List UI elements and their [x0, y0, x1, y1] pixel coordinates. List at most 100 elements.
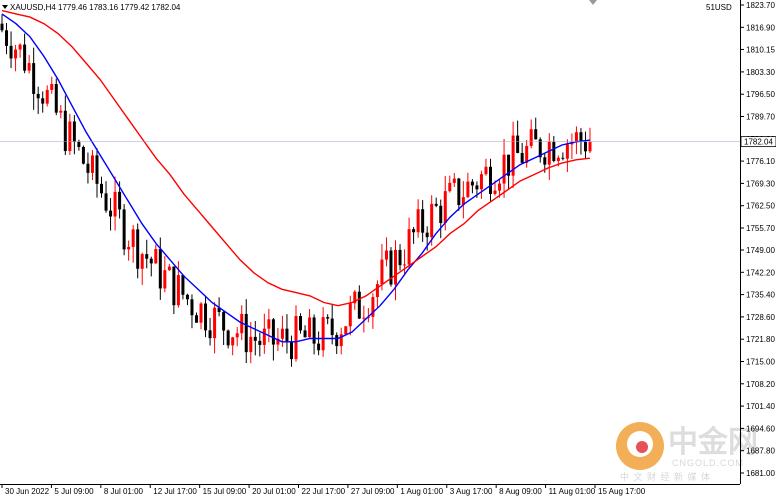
candle-body	[285, 328, 289, 342]
candle-body	[294, 316, 298, 360]
candle-body	[421, 209, 425, 233]
candle-body	[127, 246, 131, 250]
candle-body	[529, 129, 533, 146]
candle-body	[5, 30, 9, 46]
candle-body	[507, 154, 511, 176]
chart-header: XAUUSD,H4 1779.46 1783.16 1779.42 1782.0…	[2, 0, 732, 12]
candle-body	[439, 205, 443, 224]
candle-body	[470, 181, 474, 186]
candle-body	[158, 249, 162, 289]
candle-body	[194, 315, 198, 323]
watermark-slogan: 中 文 财 经 新 媒 体	[620, 471, 711, 482]
price-tick-label: 1715.00	[746, 357, 775, 366]
candle-body	[271, 319, 275, 345]
candle-body	[149, 258, 153, 264]
candle-body	[136, 229, 140, 269]
candle-body	[122, 209, 126, 250]
candle-body	[118, 191, 122, 210]
candle-body	[199, 303, 203, 323]
candle-body	[403, 264, 407, 266]
candle-body	[167, 266, 171, 271]
price-tick-label: 1687.80	[746, 447, 775, 456]
candle-body	[534, 129, 538, 140]
price-tick-label: 1796.50	[746, 90, 775, 99]
price-tick-label: 1708.20	[746, 380, 775, 389]
time-tick-label: 15 Jul 09:00	[203, 487, 247, 496]
candle-body	[204, 303, 208, 331]
price-tick-label: 1762.50	[746, 202, 775, 211]
time-tick-label: 15 Aug 17:00	[598, 487, 646, 496]
candle-body	[434, 203, 438, 206]
candle-body	[375, 284, 379, 298]
time-tick-label: 5 Jul 09:00	[54, 487, 94, 496]
candle-body	[425, 232, 429, 238]
candle-body	[267, 319, 271, 329]
time-tick-label: 8 Aug 09:00	[499, 487, 542, 496]
candle-body	[326, 317, 330, 319]
candle-body	[525, 145, 529, 163]
symbol-header: XAUUSD,H4 1779.46 1783.16 1779.42 1782.0…	[10, 3, 181, 12]
candle-body	[235, 333, 239, 338]
candle-body	[371, 297, 375, 317]
price-axis: 1823.70 1816.90 1810.15 1803.30 1796.50 1789.…	[740, 0, 775, 484]
candle-body	[72, 121, 76, 142]
price-tick-label: 1742.20	[746, 268, 775, 277]
price-tick-label: 1769.30	[746, 179, 775, 188]
time-tick-label: 3 Aug 17:00	[450, 487, 493, 496]
candle-body	[357, 291, 361, 319]
price-tick-label: 1823.70	[746, 1, 775, 10]
candle-body	[262, 328, 266, 345]
candle-body	[276, 338, 280, 345]
candle-body	[430, 203, 434, 238]
price-axis-ticks: 1823.70 1816.90 1810.15 1803.30 1796.50 1789.…	[740, 1, 775, 478]
price-tick-label: 1701.40	[746, 402, 775, 411]
candle-body	[308, 317, 312, 338]
candle-body	[86, 163, 90, 173]
candle-body	[95, 155, 99, 184]
candle-body	[516, 135, 520, 153]
candle-body	[520, 152, 524, 163]
candle-body	[172, 266, 176, 306]
time-axis: 30 Jun 2022 5 Jul 09:00 8 Jul 01:00 12 Jul …	[0, 484, 740, 496]
candle-body	[23, 44, 27, 71]
candle-body	[561, 157, 565, 159]
candle-body	[335, 335, 339, 347]
candle-body	[258, 340, 262, 345]
candle-body	[81, 146, 85, 164]
candle-body	[190, 299, 194, 316]
blue-moving-average-line	[1, 13, 591, 343]
candle-body	[321, 317, 325, 351]
candle-body	[299, 316, 303, 331]
time-tick-label: 22 Jul 17:00	[302, 487, 346, 496]
candle-body	[226, 330, 230, 346]
candle-body	[90, 155, 94, 173]
candle-body	[543, 157, 547, 165]
price-tick-label: 1721.80	[746, 335, 775, 344]
candle-body	[412, 229, 416, 233]
watermark-logo-core	[636, 441, 648, 453]
candle-body	[416, 209, 420, 233]
candle-body	[9, 45, 13, 59]
price-tick-label: 1803.30	[746, 68, 775, 77]
candle-body	[511, 135, 515, 176]
price-tick-label: 1728.60	[746, 313, 775, 322]
candle-body	[362, 317, 366, 319]
candle-body	[280, 328, 284, 339]
candle-body	[213, 307, 217, 339]
watermark-site: CNGOLD.COM	[672, 458, 744, 468]
candle-body	[538, 139, 542, 158]
candle-body	[443, 191, 447, 224]
candle-body	[217, 307, 221, 312]
candle-body	[59, 110, 63, 113]
price-tick-label: 1789.70	[746, 113, 775, 122]
price-tick-label: 1816.90	[746, 23, 775, 32]
candle-body	[77, 141, 81, 147]
candle-body	[556, 157, 560, 161]
candle-body	[574, 132, 578, 142]
candle-body	[109, 210, 113, 217]
red-moving-average-line	[1, 9, 591, 307]
candle-body	[353, 291, 357, 304]
candle-body	[100, 183, 104, 194]
chart-shift-icon[interactable]	[589, 0, 597, 5]
